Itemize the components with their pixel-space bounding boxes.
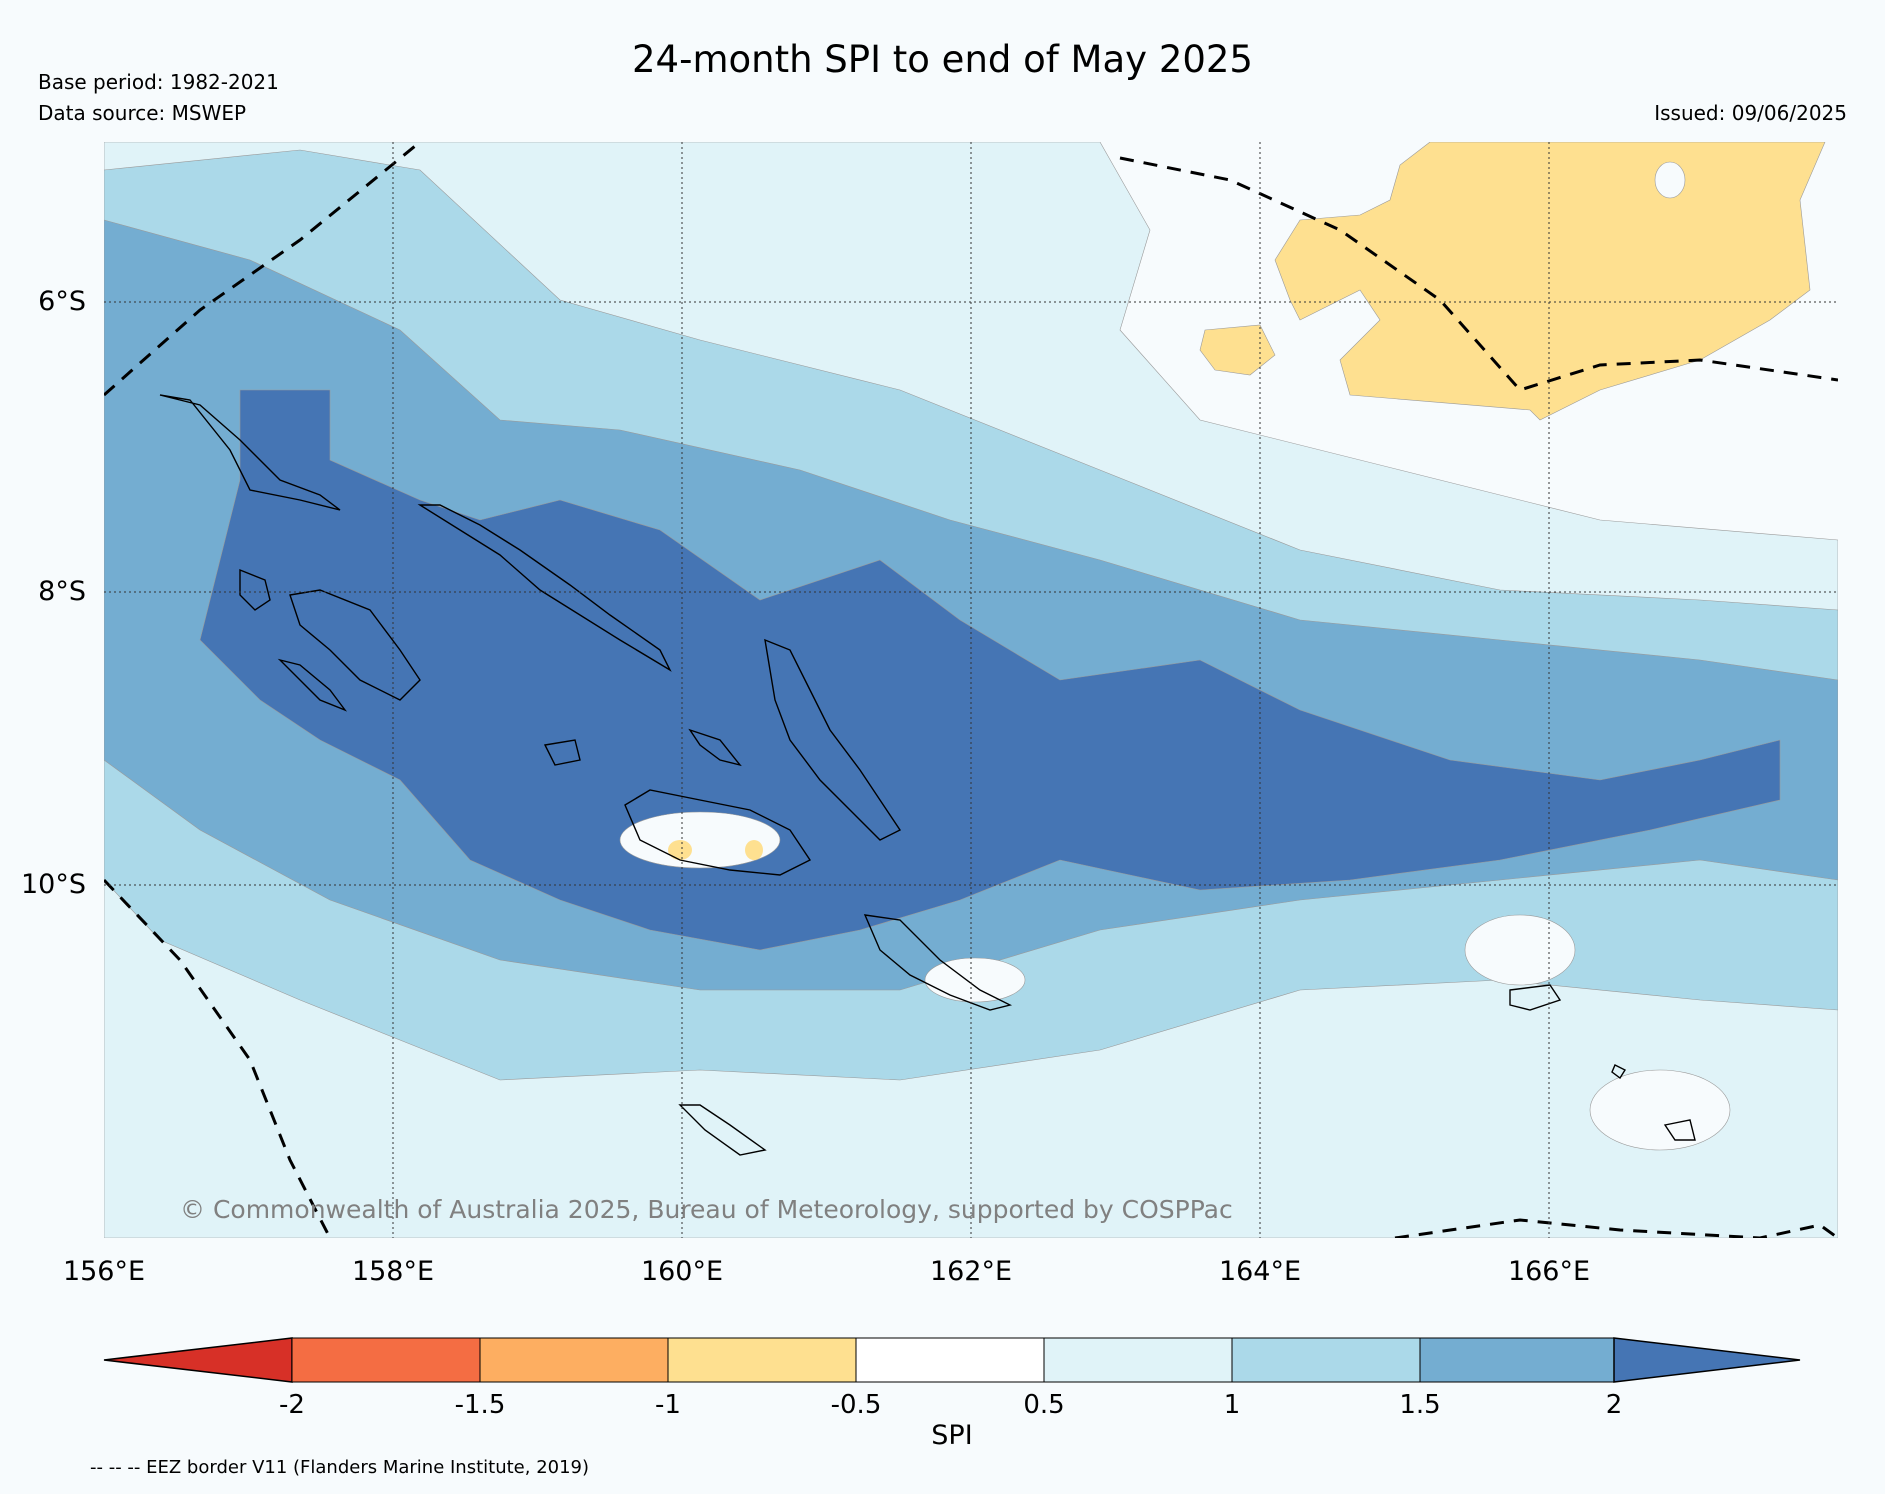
colorbar-tick: -0.5 [831,1390,882,1420]
colorbar-label: SPI [931,1420,972,1451]
copyright-text: © Commonwealth of Australia 2025, Bureau… [180,1195,1233,1224]
graticule [104,142,1838,1238]
colorbar-tick: 2 [1606,1390,1623,1420]
lat-label-6s: 6°S [38,286,86,317]
colorbar-extend-low [103,1337,293,1383]
data-source-text: Data source: MSWEP [38,101,247,125]
eez-legend-note: -- -- -- EEZ border V11 (Flanders Marine… [90,1457,590,1478]
lon-label-156e: 156°E [63,1256,145,1287]
lon-label-160e: 160°E [641,1256,723,1287]
colorbar-segment-2 [479,1337,669,1383]
lat-label-8s: 8°S [38,576,86,607]
coastline-layer [159,394,1696,1156]
colorbar-tick: 1.5 [1399,1390,1440,1420]
colorbar-tick: -2 [279,1390,305,1420]
colorbar-tick: -1 [655,1390,681,1420]
lon-label-164e: 164°E [1219,1256,1301,1287]
colorbar-tick: 0.5 [1023,1390,1064,1420]
lon-label-162e: 162°E [930,1256,1012,1287]
contour-fill-layer [104,142,1838,1238]
colorbar-segment-5 [1043,1337,1233,1383]
colorbar-segment-1 [291,1337,481,1383]
issued-date-text: Issued: 09/06/2025 [1654,101,1847,125]
base-period-text: Base period: 1982-2021 [38,70,279,94]
spi-band-gt2 [199,389,1781,951]
colorbar-segment-6 [1231,1337,1421,1383]
lon-label-158e: 158°E [352,1256,434,1287]
spi-band-dry [1274,142,1826,421]
map-title: 24-month SPI to end of May 2025 [632,38,1253,81]
colorbar-segment-7 [1419,1337,1615,1383]
lon-label-166e: 166°E [1508,1256,1590,1287]
colorbar-segment-4 [855,1337,1045,1383]
colorbar-tick: 1 [1224,1390,1241,1420]
colorbar-extend-high [1613,1337,1801,1383]
eez-border-layer [104,142,1838,1238]
lat-label-10s: 10°S [21,869,86,900]
colorbar: -2 -1.5 -1 -0.5 0.5 1 1.5 2 SPI [103,1337,1801,1451]
colorbar-tick: -1.5 [455,1390,506,1420]
colorbar-segment-3 [667,1337,857,1383]
